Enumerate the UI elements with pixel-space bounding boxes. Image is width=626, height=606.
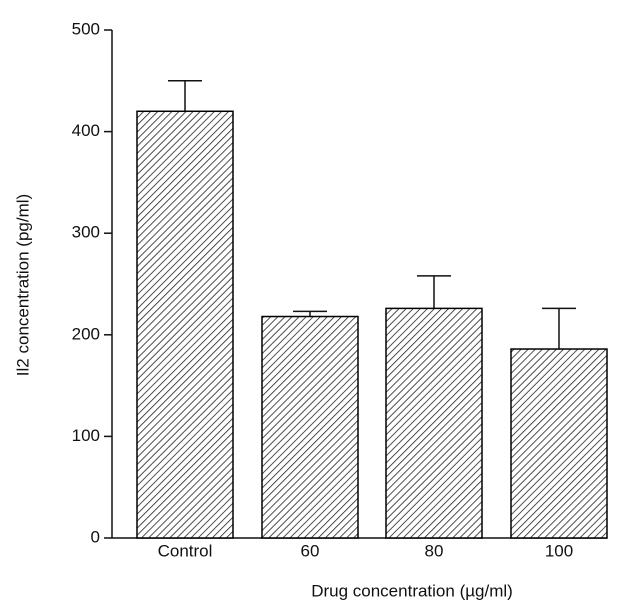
y-axis-label: Il2 concentration (pg/ml): [13, 194, 32, 376]
bar: [385, 307, 483, 539]
x-tick-label: 60: [301, 541, 320, 560]
x-tick-label: Control: [158, 541, 213, 560]
bar: [261, 315, 359, 539]
x-axis-label: Drug concentration (µg/ml): [311, 581, 513, 600]
y-tick-label: 400: [72, 121, 100, 140]
y-tick-label: 200: [72, 324, 100, 343]
y-tick-label: 100: [72, 426, 100, 445]
y-tick-label: 0: [91, 527, 100, 546]
y-tick-label: 300: [72, 223, 100, 242]
bar: [136, 110, 234, 539]
bar: [510, 348, 608, 539]
x-tick-label: 100: [545, 541, 573, 560]
x-tick-label: 80: [425, 541, 444, 560]
y-tick-label: 500: [72, 19, 100, 38]
